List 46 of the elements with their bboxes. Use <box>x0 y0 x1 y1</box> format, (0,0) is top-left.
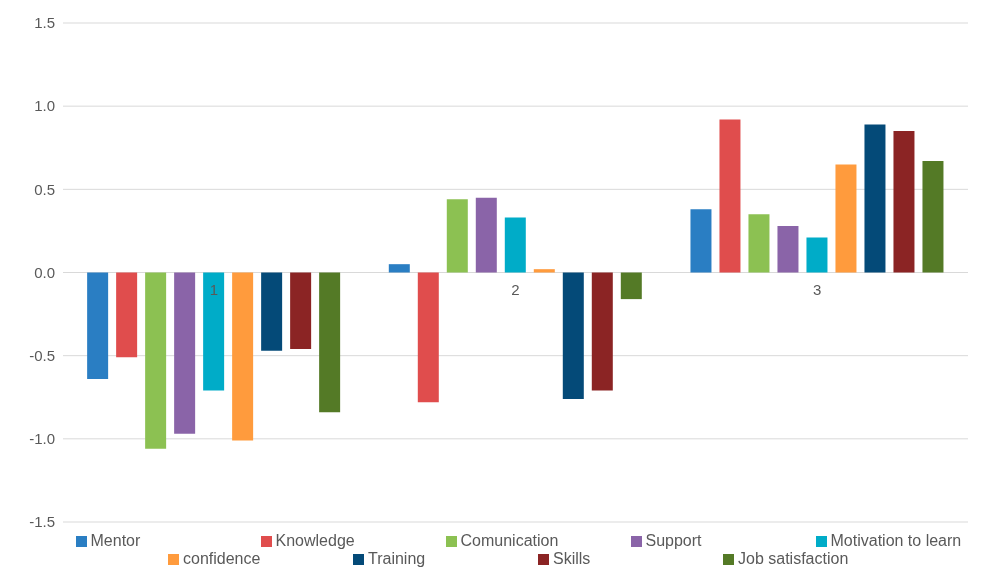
bar <box>174 272 196 434</box>
y-tick-label: -0.5 <box>29 346 55 364</box>
bar <box>475 197 497 273</box>
bar <box>319 272 341 413</box>
bar <box>835 164 857 273</box>
bar <box>388 264 410 273</box>
legend-label: Mentor <box>90 532 142 550</box>
bar <box>203 272 225 391</box>
bar <box>417 272 439 403</box>
legend-label: Comunication <box>460 532 560 550</box>
bar <box>116 272 138 358</box>
bar <box>232 272 254 441</box>
legend-label: Knowledge <box>275 532 356 550</box>
bar <box>620 272 642 300</box>
bar <box>145 272 167 449</box>
bar <box>261 272 283 351</box>
y-tick-label: -1.5 <box>29 513 55 531</box>
bar <box>87 272 109 379</box>
legend-label: Support <box>645 532 703 550</box>
legend-label: Job satisfaction <box>738 550 850 568</box>
legend-label: Skills <box>553 550 592 568</box>
bar <box>864 124 886 273</box>
bar <box>533 269 555 273</box>
legend-label: confidence <box>183 550 262 568</box>
bar <box>290 272 312 350</box>
bar <box>591 272 613 391</box>
y-tick-label: 0.5 <box>34 180 55 198</box>
x-tick-label: 3 <box>812 280 822 298</box>
bar <box>922 161 944 273</box>
bar <box>690 209 712 273</box>
x-tick-label: 2 <box>511 280 520 298</box>
bar <box>748 214 770 273</box>
y-tick-label: -1.0 <box>29 430 55 448</box>
y-tick-label: 1.5 <box>34 14 55 32</box>
bar <box>446 199 468 273</box>
x-tick-label: 1 <box>209 280 219 298</box>
legend-label: Motivation to learn <box>830 532 963 550</box>
bar <box>719 119 741 273</box>
y-tick-label: 0.0 <box>34 263 55 281</box>
y-tick-label: 1.0 <box>34 97 55 115</box>
bar <box>504 217 526 273</box>
legend-label: Training <box>368 550 427 568</box>
bar <box>806 237 828 273</box>
bar <box>562 272 584 399</box>
bar <box>893 131 915 273</box>
bar <box>777 225 799 273</box>
